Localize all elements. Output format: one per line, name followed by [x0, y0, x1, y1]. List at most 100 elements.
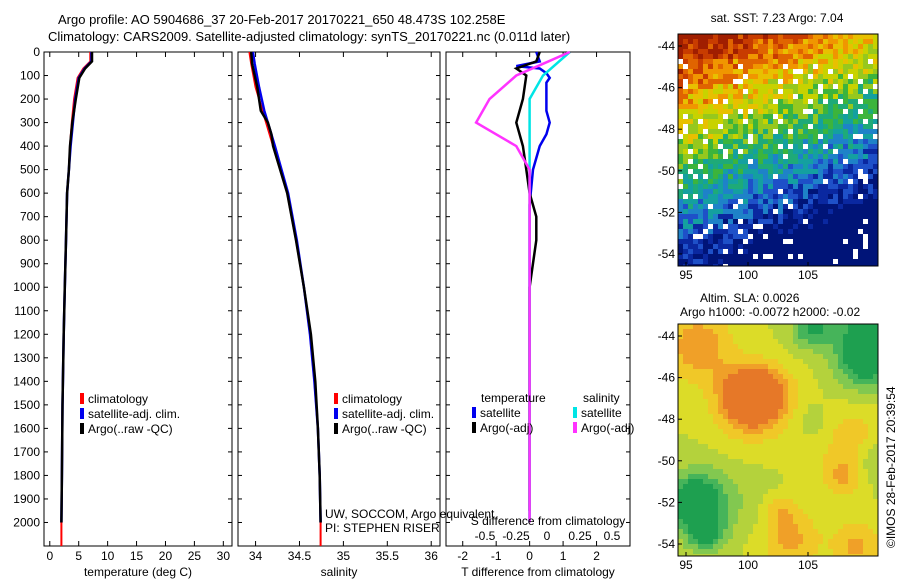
temperature-xtick-label: 20: [159, 549, 173, 563]
diff-xtick2-label: -0.25: [502, 529, 530, 543]
temperature-legend-swatch: [80, 423, 84, 434]
diff-legend-swatch: [573, 407, 577, 418]
depth-tick-label: 300: [20, 116, 40, 130]
diff-legend-label: satellite: [480, 406, 521, 420]
temperature-xtick-label: 0: [46, 549, 53, 563]
diff-legend-label: satellite: [581, 406, 622, 420]
temperature-xtick-label: 5: [75, 549, 82, 563]
salinity-xtick-label: 36: [425, 549, 439, 563]
depth-tick-label: 1700: [13, 445, 40, 459]
temperature-xtick-label: 15: [130, 549, 144, 563]
diff-legend-label: Argo(-adj): [480, 421, 533, 435]
depth-tick-label: 1400: [13, 374, 40, 388]
sla-map-subtitle: Argo h1000: -0.0072 h2000: -0.02: [680, 305, 860, 319]
difference-frame: [445, 51, 631, 547]
depth-tick-label: 200: [20, 92, 40, 106]
sst-map-ytick-label: -46: [658, 81, 676, 95]
salinity-legend-label: satellite-adj. clim.: [342, 407, 434, 421]
depth-tick-label: 1200: [13, 327, 40, 341]
difference-xtick-label: -2: [457, 549, 468, 563]
sla-map-ytick-label: -54: [658, 537, 676, 551]
depth-tick-label: 900: [20, 257, 40, 271]
diff-xtick2-label: -0.5: [475, 529, 496, 543]
depth-tick-label: 1900: [13, 492, 40, 506]
difference-xtick-label: -1: [491, 549, 502, 563]
sla-map-ytick-label: -50: [658, 454, 676, 468]
sst-map-frame: [677, 33, 879, 267]
difference-xtick-label: 2: [593, 549, 600, 563]
header-line2: Climatology: CARS2009. Satellite-adjuste…: [48, 29, 571, 44]
diff-legend-swatch: [472, 422, 476, 433]
sla-map-xtick-label: 100: [738, 558, 758, 572]
depth-tick-label: 1000: [13, 280, 40, 294]
depth-tick-label: 600: [20, 186, 40, 200]
owner-annotation: UW, SOCCOM, Argo equivalent: [325, 507, 495, 521]
sst-map-ytick-label: -54: [658, 247, 676, 261]
sst-map-title: sat. SST: 7.23 Argo: 7.04: [711, 11, 844, 25]
difference-series-salinity-argo-adj-: [474, 50, 571, 523]
salinity-legend-swatch: [334, 423, 338, 434]
sst-map-xtick-label: 95: [679, 268, 693, 282]
sst-map-ytick-label: -44: [658, 39, 676, 53]
temperature-series-argo-raw-qc-: [60, 52, 94, 523]
diff-legend-label: Argo(-adj): [581, 421, 634, 435]
depth-tick-label: 100: [20, 69, 40, 83]
difference-xtick-label: 1: [560, 549, 567, 563]
diff-legend-title-temperature: temperature: [481, 391, 546, 405]
depth-tick-label: 2000: [13, 515, 40, 529]
depth-tick-label: 1500: [13, 398, 40, 412]
difference-xlabel: T difference from climatology: [461, 565, 615, 579]
diff-xtick2-label: 0.5: [604, 529, 621, 543]
temperature-xtick-label: 25: [188, 549, 202, 563]
temperature-legend-swatch: [80, 408, 84, 419]
depth-tick-label: 1600: [13, 421, 40, 435]
temperature-frame: [43, 51, 233, 547]
sla-map-frame: [677, 323, 879, 557]
depth-tick-label: 1100: [14, 304, 40, 318]
depth-tick-label: 800: [20, 233, 40, 247]
diff-xtick2-label: 0: [544, 529, 551, 543]
sst-map-image: [678, 34, 878, 266]
salinity-xtick-label: 34.5: [288, 549, 312, 563]
diff-legend-swatch: [472, 407, 476, 418]
salinity-legend-swatch: [334, 408, 338, 419]
salinity-xlabel: salinity: [321, 565, 358, 579]
salinity-xtick-label: 34: [249, 549, 263, 563]
salinity-legend-swatch: [334, 393, 338, 404]
sst-map-ytick-label: -48: [658, 122, 676, 136]
imos-credit: ©IMOS 28-Feb-2017 20:39:54: [884, 386, 898, 548]
temperature-xtick-label: 10: [101, 549, 115, 563]
diff-legend-swatch: [573, 422, 577, 433]
salinity-xtick-label: 35: [337, 549, 351, 563]
depth-tick-label: 700: [20, 210, 40, 224]
sla-map-ytick-label: -46: [658, 371, 676, 385]
salinity-legend-label: climatology: [342, 392, 402, 406]
sla-map-title: Altim. SLA: 0.0026: [700, 291, 800, 305]
temperature-legend-label: Argo(..raw -QC): [88, 422, 173, 436]
temperature-xlabel: temperature (deg C): [84, 565, 192, 579]
sla-map-ytick-label: -52: [658, 495, 676, 509]
header-line1: Argo profile: AO 5904686_37 20-Feb-2017 …: [58, 12, 506, 27]
difference-xtick-label: 0: [526, 549, 533, 563]
temperature-legend-label: satellite-adj. clim.: [88, 407, 180, 421]
sst-map-xtick-label: 105: [798, 268, 818, 282]
temperature-xtick-label: 30: [217, 549, 231, 563]
sla-map-xtick-label: 105: [798, 558, 818, 572]
salinity-xtick-label: 35.5: [376, 549, 400, 563]
sla-map-ytick-label: -44: [658, 329, 676, 343]
depth-tick-label: 0: [33, 45, 40, 59]
depth-tick-label: 1300: [13, 351, 40, 365]
pi-annotation: PI: STEPHEN RISER: [325, 521, 440, 535]
sst-map-xtick-label: 100: [738, 268, 758, 282]
depth-tick-label: 400: [20, 139, 40, 153]
sst-map-ytick-label: -50: [658, 164, 676, 178]
depth-tick-label: 500: [20, 163, 40, 177]
diff-xlabel2: S difference from climatology: [471, 514, 626, 528]
temperature-legend-label: climatology: [88, 392, 148, 406]
diff-xtick2-label: 0.25: [568, 529, 592, 543]
sla-map-xtick-label: 95: [679, 558, 693, 572]
diff-legend-title-salinity: salinity: [583, 391, 620, 405]
sst-map-ytick-label: -52: [658, 205, 676, 219]
sla-map-ytick-label: -48: [658, 412, 676, 426]
